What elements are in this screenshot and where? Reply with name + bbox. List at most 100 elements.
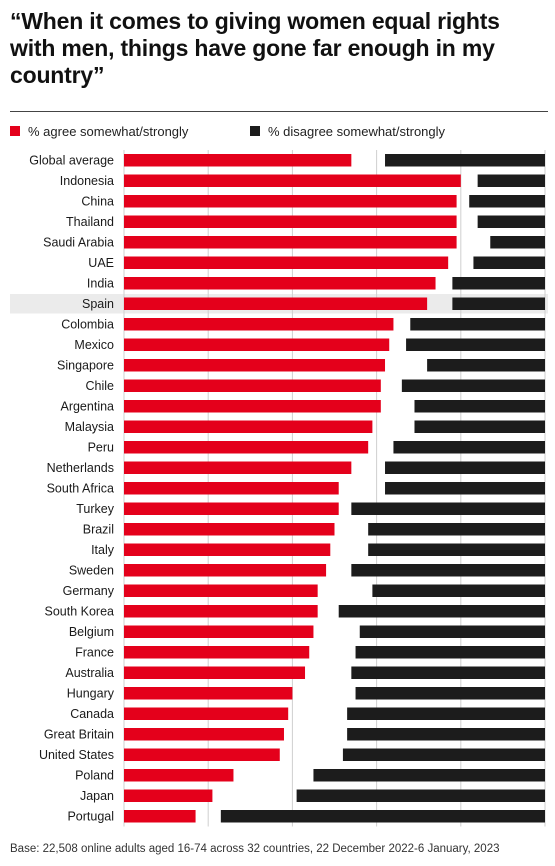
- bar-disagree: [414, 420, 545, 433]
- bar-disagree: [410, 318, 545, 331]
- bar-agree: [124, 728, 284, 741]
- category-label: Netherlands: [47, 461, 114, 475]
- legend-item-disagree: % disagree somewhat/strongly: [250, 122, 445, 140]
- bar-agree: [124, 748, 280, 761]
- bar-disagree: [473, 256, 545, 269]
- bar-disagree: [351, 502, 545, 515]
- category-label: South Africa: [47, 482, 114, 496]
- bar-agree: [124, 195, 457, 208]
- bar-disagree: [452, 297, 545, 310]
- bar-agree: [124, 707, 289, 720]
- bar-chart: Global average Indonesia China Thailand Saud…: [10, 150, 548, 827]
- bar-disagree: [406, 338, 545, 351]
- bar-disagree: [401, 379, 545, 392]
- bar-disagree: [385, 154, 545, 167]
- category-label: Malaysia: [65, 420, 114, 434]
- category-label: Canada: [70, 707, 114, 721]
- bar-agree: [124, 277, 436, 290]
- category-label: Italy: [91, 543, 115, 557]
- bar-disagree: [342, 748, 545, 761]
- bar-agree: [124, 236, 457, 249]
- bar-agree: [124, 543, 331, 556]
- category-label: Sweden: [69, 564, 114, 578]
- bar-disagree: [355, 646, 545, 659]
- category-label: Japan: [80, 789, 114, 803]
- bar-agree: [124, 256, 449, 269]
- footnote: Base: 22,508 online adults aged 16-74 ac…: [10, 843, 500, 855]
- category-label: Germany: [63, 584, 115, 598]
- bar-disagree: [347, 728, 545, 741]
- category-label: Hungary: [67, 687, 115, 701]
- category-label: Thailand: [66, 215, 114, 229]
- bar-disagree: [338, 605, 545, 618]
- bar-agree: [124, 789, 213, 802]
- bar-disagree: [452, 277, 545, 290]
- chart-title: “When it comes to giving women equal rig…: [10, 8, 500, 88]
- bar-agree: [124, 646, 310, 659]
- bar-disagree: [359, 625, 545, 638]
- bar-agree: [124, 461, 352, 474]
- bar-agree: [124, 297, 428, 310]
- category-label: India: [87, 277, 114, 291]
- category-label: United States: [39, 748, 114, 762]
- category-label: Spain: [82, 297, 114, 311]
- legend-swatch-agree: [10, 126, 20, 136]
- category-label: Global average: [29, 154, 114, 168]
- bar-disagree: [296, 789, 545, 802]
- title-divider: [10, 111, 548, 112]
- legend-swatch-disagree: [250, 126, 260, 136]
- bar-disagree: [347, 707, 545, 720]
- bar-disagree: [385, 482, 545, 495]
- bar-disagree: [477, 174, 545, 187]
- bar-disagree: [313, 769, 545, 782]
- category-label: Peru: [88, 441, 114, 455]
- bar-agree: [124, 564, 327, 577]
- category-label: Poland: [75, 769, 114, 783]
- category-label: Turkey: [76, 502, 114, 516]
- category-label: Portugal: [67, 810, 114, 824]
- bar-agree: [124, 523, 335, 536]
- bar-agree: [124, 441, 369, 454]
- bar-agree: [124, 318, 394, 331]
- category-label: Argentina: [60, 400, 114, 414]
- bar-disagree: [351, 564, 545, 577]
- bar-agree: [124, 482, 339, 495]
- bar-agree: [124, 625, 314, 638]
- bar-disagree: [427, 359, 545, 372]
- bar-agree: [124, 215, 457, 228]
- bar-agree: [124, 174, 461, 187]
- bar-agree: [124, 420, 373, 433]
- bar-disagree: [368, 523, 545, 536]
- category-label: China: [81, 195, 114, 209]
- bar-agree: [124, 584, 318, 597]
- legend-label-agree: % agree somewhat/strongly: [28, 123, 189, 139]
- bar-agree: [124, 359, 386, 372]
- category-label: Brazil: [83, 523, 114, 537]
- bar-disagree: [393, 441, 545, 454]
- category-label: Saudi Arabia: [43, 236, 114, 250]
- legend-item-agree: % agree somewhat/strongly: [10, 122, 188, 140]
- bar-agree: [124, 769, 234, 782]
- bar-disagree: [355, 687, 545, 700]
- category-label: UAE: [88, 256, 114, 270]
- category-label: Singapore: [57, 359, 114, 373]
- bar-disagree: [351, 666, 545, 679]
- bar-disagree: [220, 810, 545, 823]
- category-label: France: [75, 646, 114, 660]
- bar-agree: [124, 810, 196, 823]
- category-label: Chile: [86, 379, 115, 393]
- category-label: Mexico: [74, 338, 114, 352]
- bar-agree: [124, 605, 318, 618]
- bar-disagree: [385, 461, 545, 474]
- bar-disagree: [368, 543, 545, 556]
- bar-agree: [124, 502, 339, 515]
- category-label: Belgium: [69, 625, 114, 639]
- bar-disagree: [490, 236, 545, 249]
- category-label: Colombia: [61, 318, 114, 332]
- category-label: Indonesia: [60, 174, 114, 188]
- bar-disagree: [372, 584, 545, 597]
- bar-agree: [124, 666, 306, 679]
- legend-label-disagree: % disagree somewhat/strongly: [268, 123, 446, 139]
- bar-disagree: [469, 195, 545, 208]
- bar-agree: [124, 338, 390, 351]
